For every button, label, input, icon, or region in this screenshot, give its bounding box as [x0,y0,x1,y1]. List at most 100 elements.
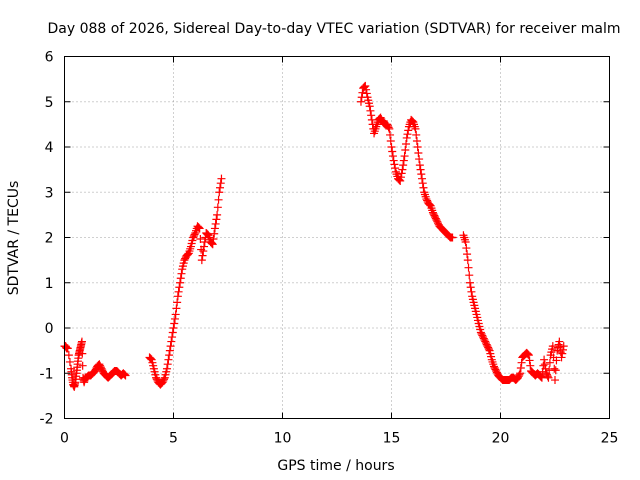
data-point [540,355,549,364]
x-tick-labels: 0 5 10 15 20 25 [60,431,618,447]
data-point [160,375,169,384]
data-point [418,174,427,183]
data-point [170,319,179,328]
data-point [524,351,533,360]
data-point [199,247,208,256]
data-point [524,350,533,359]
data-point [401,146,410,155]
data-point [516,369,525,378]
data-point [551,376,559,385]
data-point [211,219,220,228]
data-point [525,356,534,365]
x-tick-label: 5 [169,431,178,447]
data-point [552,356,561,365]
x-axis-label: GPS time / hours [277,458,394,474]
data-point [465,271,474,280]
data-point [197,256,206,265]
data-point [540,360,549,369]
data-point [173,298,182,307]
data-point [174,287,183,296]
data-point [214,195,223,204]
data-segment [60,337,130,391]
data-point [65,357,74,366]
grid-lines [64,56,610,419]
data-point [388,147,397,156]
data-point [196,235,205,244]
data-point [396,176,405,185]
data-point [176,278,185,287]
y-tick-label: 2 [45,231,54,247]
data-point [543,372,552,381]
data-point [208,240,217,249]
data-point [194,223,203,232]
data-point [467,287,476,296]
data-point [194,222,203,231]
data-point [195,224,204,233]
data-point [198,251,207,260]
data-point [463,256,472,265]
data-point [210,224,219,233]
data-series [60,81,568,391]
data-point [536,372,545,381]
x-tick-label: 10 [274,431,292,447]
data-point [213,203,222,212]
data-point [548,342,557,351]
data-point [515,370,524,379]
data-point [176,274,185,283]
data-point [551,366,560,375]
data-point [415,155,424,164]
data-point [121,371,130,380]
data-point [168,333,177,342]
data-point [163,360,172,369]
y-axis-label: SDTVAR / TECUs [6,181,22,296]
data-point [390,160,399,169]
data-point [461,238,470,247]
data-point [216,183,225,192]
data-point [366,106,375,115]
data-point [167,337,176,346]
data-point [558,349,567,358]
data-point [361,81,370,90]
data-point [362,85,371,94]
data-point [396,173,405,182]
data-point [162,364,171,373]
x-tick-label: 25 [601,431,619,447]
data-point [463,250,472,259]
data-point [402,133,411,142]
data-point [170,314,179,323]
data-segment [145,174,226,389]
data-point [550,364,559,373]
data-point [386,136,395,145]
chart-title: Day 088 of 2026, Sidereal Day-to-day VTE… [48,21,621,37]
data-point [190,230,199,239]
data-point [417,170,426,179]
data-point [399,161,408,170]
data-point [398,165,407,174]
data-point [484,345,493,354]
data-point [209,235,218,244]
data-point [517,358,526,367]
data-point [419,183,428,192]
data-point [171,310,180,319]
data-point [166,342,175,351]
data-point [165,346,174,355]
data-point [63,344,72,353]
data-point [78,349,87,358]
data-point [557,353,566,362]
data-point [165,351,174,360]
data-segment [356,81,457,242]
data-point [545,358,554,367]
y-tick-label: 4 [45,140,54,156]
y-tick-label: 5 [45,95,54,111]
data-point [413,143,422,151]
y-tick-label: 6 [45,50,54,66]
plot-frame [64,56,610,419]
data-point [466,283,475,292]
data-point [146,354,155,363]
x-tick-label: 0 [60,431,69,447]
data-point [412,136,421,145]
y-tick-label: 1 [45,276,54,292]
data-point [397,169,406,178]
data-point [213,210,222,219]
